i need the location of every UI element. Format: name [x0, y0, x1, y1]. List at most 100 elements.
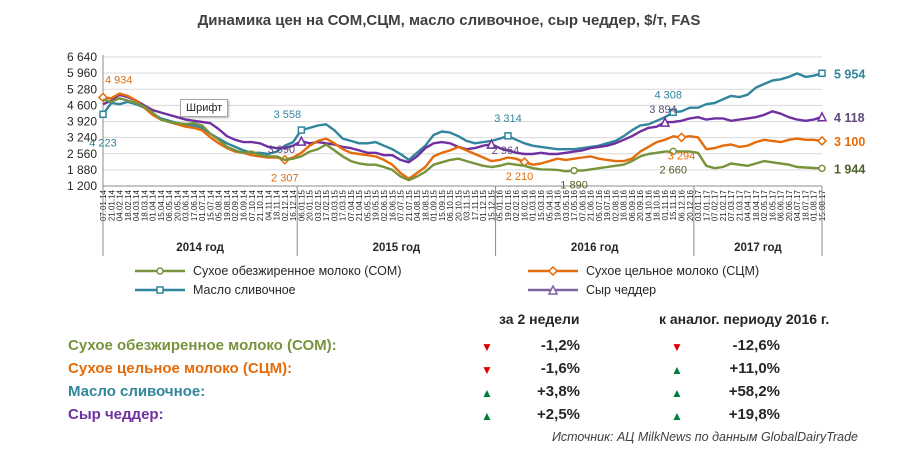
series-line-0	[102, 97, 823, 182]
change-yoy-value: +19,8%	[728, 406, 780, 423]
x-tick-label: 04.08.15	[413, 189, 422, 221]
x-tick-label: 19.08.14	[223, 189, 232, 221]
x-tick-label: 20.09.16	[636, 189, 645, 221]
x-tick-label: 15.12.15	[487, 189, 496, 221]
x-tick-label: 05.07.16	[595, 189, 604, 221]
x-tick-label: 18.11.14	[273, 189, 282, 220]
x-tick-label: 06.09.16	[628, 189, 637, 221]
x-tick-label: 20.01.15	[306, 189, 315, 221]
x-tick-label: 01.07.14	[198, 189, 207, 221]
y-tick-label: 3 920	[67, 115, 97, 129]
x-tick-label: 07.06.16	[578, 189, 587, 221]
data-marker	[296, 135, 307, 146]
data-label: 2 964	[492, 145, 520, 157]
x-tick-label: 17.06.14	[190, 189, 199, 221]
data-marker	[676, 132, 687, 143]
x-tick-label: 19.05.15	[372, 189, 381, 221]
x-tick-label: 01.09.15	[430, 189, 439, 221]
x-tick-label: 06.05.14	[165, 189, 174, 221]
data-label: 3 100	[834, 135, 865, 149]
font-tooltip: Шрифт	[180, 99, 229, 117]
data-label: 2 307	[271, 173, 299, 185]
data-label: 4 223	[89, 137, 117, 149]
x-tick-label: 05.01.16	[496, 189, 505, 221]
legend-item-cheddar: Сыр чеддер	[528, 283, 656, 297]
source-note: Источник: АЦ MilkNews по данным GlobalDa…	[551, 430, 858, 444]
x-tick-label: 18.08.15	[421, 189, 430, 221]
x-tick-label: 07.04.15	[347, 189, 356, 221]
x-tick-label: 17.03.15	[339, 189, 348, 221]
x-tick-label: 15.07.14	[206, 189, 215, 221]
x-tick-label: 06.10.15	[446, 189, 455, 221]
year-label: 2016 год	[571, 242, 619, 254]
x-tick-label: 18.10.16	[653, 189, 662, 221]
y-tick-label: 6 640	[67, 50, 97, 64]
x-tick-label: 07.02.17	[711, 189, 720, 221]
x-tick-label: 21.01.14	[107, 189, 116, 221]
change-2-weeks-value: +2,5%	[537, 406, 580, 423]
summary-row-label: Масло сливочное:	[68, 383, 206, 400]
x-tick-label: 04.11.14	[264, 189, 273, 220]
x-tick-label: 04.03.14	[132, 189, 141, 221]
x-tick-label: 03.01.17	[694, 189, 703, 221]
x-tick-label: 03.11.15	[463, 189, 472, 220]
data-label: 5 954	[834, 67, 865, 81]
year-label: 2017 год	[734, 242, 782, 254]
arrow-down-icon: ▼	[481, 340, 493, 354]
legend-item-som: Сухое обезжиренное молоко (СОМ)	[135, 264, 401, 278]
x-tick-label: 02.05.17	[760, 189, 769, 221]
x-tick-label: 16.06.15	[388, 189, 397, 221]
header-yoy: к аналог. периоду 2016 г.	[659, 311, 830, 327]
data-marker	[297, 126, 306, 134]
data-marker	[486, 138, 497, 149]
legend-item-butter: Масло сливочное	[135, 283, 296, 297]
x-tick-label: 07.07.15	[397, 189, 406, 221]
y-tick-label: 1 200	[67, 179, 97, 193]
x-tick-label: 15.09.15	[438, 189, 447, 221]
x-tick-label: 18.04.17	[752, 189, 761, 221]
y-tick-label: 4 600	[67, 98, 97, 112]
x-tick-label: 05.08.14	[215, 189, 224, 221]
data-marker	[669, 108, 677, 117]
x-tick-label: 02.06.15	[380, 189, 389, 221]
x-tick-label: 17.11.15	[471, 189, 480, 220]
x-tick-label: 15.03.16	[537, 189, 546, 221]
year-label: 2015 год	[373, 242, 421, 254]
x-tick-label: 19.04.16	[554, 189, 563, 221]
legend-scm-label: Сухое цельное молоко (СЦМ)	[586, 264, 760, 278]
x-tick-label: 16.09.14	[239, 189, 248, 221]
data-label: 3 894	[649, 104, 677, 116]
summary-row-label: Сухое цельное молоко (СЦМ):	[68, 360, 293, 377]
legend-som-marker-icon	[135, 267, 185, 275]
change-yoy-value: +11,0%	[729, 360, 780, 377]
x-tick-label: 18.07.17	[801, 189, 810, 221]
arrow-down-icon: ▼	[671, 340, 683, 354]
data-marker	[816, 111, 828, 122]
x-tick-label: 17.01.17	[702, 189, 711, 221]
x-tick-label: 05.05.15	[363, 189, 372, 221]
y-tick-label: 5 280	[67, 82, 97, 96]
legend-item-scm: Сухое цельное молоко (СЦМ)	[528, 264, 759, 278]
legend-butter-marker-icon	[135, 286, 185, 294]
change-2-weeks-value: -1,6%	[540, 360, 580, 377]
x-tick-label: 02.08.16	[611, 189, 620, 221]
year-label: 2014 год	[176, 242, 224, 254]
x-tick-label: 03.02.15	[314, 189, 323, 221]
x-tick-label: 19.01.16	[504, 189, 513, 221]
data-label: 3 314	[494, 113, 522, 125]
x-tick-label: 16.05.17	[768, 189, 777, 221]
data-label: 3 090	[268, 144, 296, 156]
arrow-down-icon: ▼	[481, 363, 493, 377]
data-label: 4 934	[105, 74, 133, 86]
data-marker	[669, 147, 677, 156]
chart-title: Динамика цен на СОМ,СЦМ, масло сливочное…	[197, 12, 701, 29]
legend-cheddar-label: Сыр чеддер	[586, 283, 657, 297]
arrow-up-icon: ▲	[671, 363, 683, 377]
y-tick-label: 5 960	[67, 66, 97, 80]
x-tick-label: 04.02.14	[116, 189, 125, 221]
x-tick-label: 03.03.15	[330, 189, 339, 221]
summary-row-label: Сыр чеддер:	[68, 406, 164, 423]
change-yoy-value: -12,6%	[732, 337, 780, 354]
x-tick-label: 04.10.16	[644, 189, 653, 221]
legend-scm-marker-icon	[528, 266, 578, 276]
